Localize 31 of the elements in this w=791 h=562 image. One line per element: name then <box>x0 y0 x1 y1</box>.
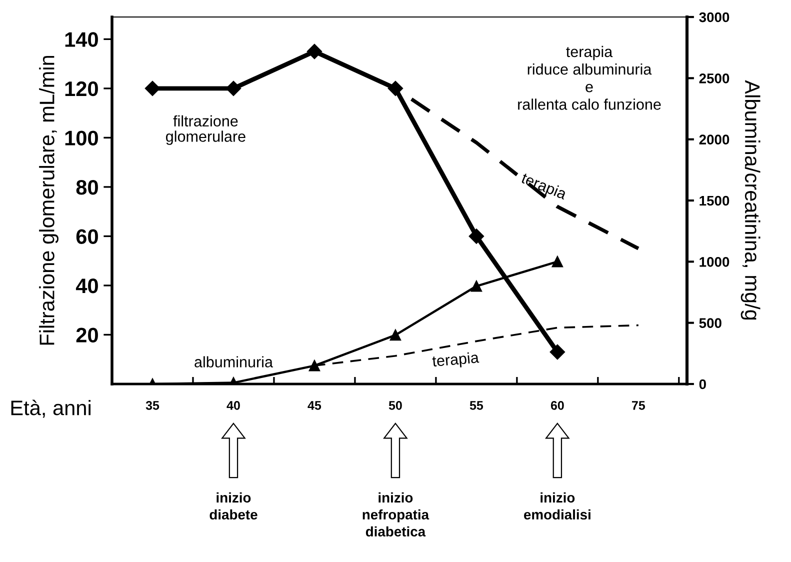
series-label: terapia <box>432 352 480 370</box>
y2-axis-title: Albumina/creatinina, mg/g <box>740 80 760 320</box>
y-axis-title: Filtrazione glomerulare, mL/min <box>39 56 58 345</box>
y2-tick-label: 1500 <box>700 196 730 206</box>
text: inizio emodialisi <box>524 492 590 520</box>
y2-tick-label: 3000 <box>699 12 730 22</box>
text: inizio nefropatia diabetica <box>362 492 430 537</box>
x-tick-label: 60 <box>550 400 564 410</box>
x-tick-label: 45 <box>308 401 322 410</box>
x-tick-label: 55 <box>470 401 484 410</box>
series-label: albuminuria <box>194 356 273 368</box>
y-tick-label: 40 <box>76 278 98 294</box>
y2-tick-label: 0 <box>699 379 706 390</box>
y-tick-label: 20 <box>76 328 98 342</box>
y-tick-label: 100 <box>65 130 98 146</box>
y-tick-label: 120 <box>65 81 98 96</box>
x-tick-label: 75 <box>632 401 646 410</box>
text: inizio diabete <box>210 492 258 520</box>
x-tick-label: 50 <box>388 400 402 410</box>
x-axis-title: Età, anni <box>11 400 90 418</box>
y-tick-label: 60 <box>76 229 98 244</box>
annotation: terapia riduce albuminuria e rallenta calo funzione <box>518 46 661 110</box>
y2-tick-label: 1000 <box>700 257 730 267</box>
y2-tick-label: 2500 <box>699 74 730 84</box>
y2-tick-label: 500 <box>699 318 722 328</box>
y-tick-label: 140 <box>65 32 98 47</box>
y2-tick-label: 2000 <box>699 134 730 145</box>
x-tick-label: 40 <box>226 400 240 410</box>
y-tick-label: 80 <box>76 180 98 195</box>
x-tick-label: 35 <box>146 400 160 410</box>
series-label: filtrazione glomerulare <box>166 115 246 145</box>
